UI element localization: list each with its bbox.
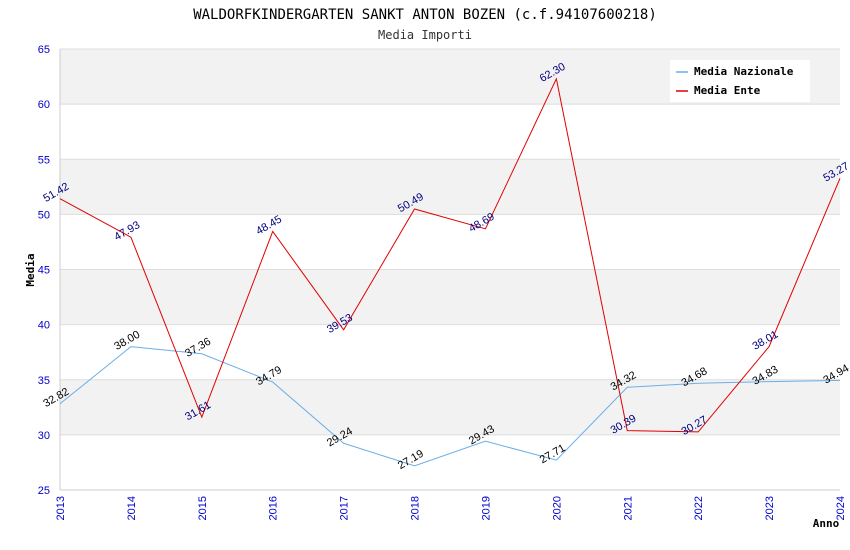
- legend: Media Nazionale Media Ente: [670, 60, 810, 102]
- y-tick-labels: 25 30 35 40 45 50 55 60 65: [38, 44, 50, 497]
- data-label: 48.45: [254, 213, 284, 237]
- x-tick-label: 2020: [551, 496, 563, 520]
- x-tick-labels: 2013 2014 2015 2016 2017 2018 2019 2020 2021 2022…: [55, 496, 847, 520]
- y-tick-label: 35: [38, 375, 50, 387]
- grid-bands: [60, 49, 840, 435]
- legend-box: [670, 60, 810, 102]
- chart-subtitle: Media Importi: [378, 28, 472, 42]
- x-tick-label: 2023: [764, 496, 776, 520]
- x-tick-label: 2017: [339, 496, 351, 520]
- data-label: 27.71: [538, 442, 568, 466]
- y-tick-label: 55: [38, 154, 50, 166]
- x-tick-label: 2021: [622, 496, 634, 520]
- x-tick-label: 2019: [480, 496, 492, 520]
- series-lines: [59, 77, 841, 467]
- x-axis-label: Anno: [813, 517, 840, 530]
- y-axis-label: Media: [24, 253, 37, 286]
- x-tick-label: 2024: [835, 496, 847, 520]
- y-tick-label: 30: [38, 430, 50, 442]
- grid-lines: [59, 48, 840, 491]
- grid-band: [60, 159, 840, 215]
- data-label: 47.93: [112, 219, 142, 243]
- grid-band: [60, 269, 840, 325]
- legend-label-media-ente: Media Ente: [694, 84, 761, 97]
- data-label: 38.01: [750, 329, 780, 353]
- grid-band: [60, 379, 840, 435]
- legend-label-media-nazionale: Media Nazionale: [694, 65, 794, 78]
- x-tick-label: 2015: [197, 496, 209, 520]
- x-tick-label: 2018: [410, 496, 422, 520]
- x-tick-label: 2022: [693, 496, 705, 520]
- x-tick-label: 2014: [126, 496, 138, 520]
- x-tick-label: 2013: [55, 496, 67, 520]
- x-tick-label: 2016: [268, 496, 280, 520]
- series-line-media-ente: [59, 77, 841, 433]
- y-tick-label: 60: [38, 99, 50, 111]
- data-label: 27.19: [396, 448, 426, 472]
- y-tick-label: 65: [38, 44, 50, 56]
- y-tick-label: 25: [38, 485, 50, 497]
- chart-title: WALDORFKINDERGARTEN SANKT ANTON BOZEN (c…: [193, 7, 657, 23]
- series-line-media-nazionale: [59, 346, 841, 467]
- y-tick-label: 40: [38, 320, 50, 332]
- y-tick-label: 45: [38, 265, 50, 277]
- y-tick-label: 50: [38, 209, 50, 221]
